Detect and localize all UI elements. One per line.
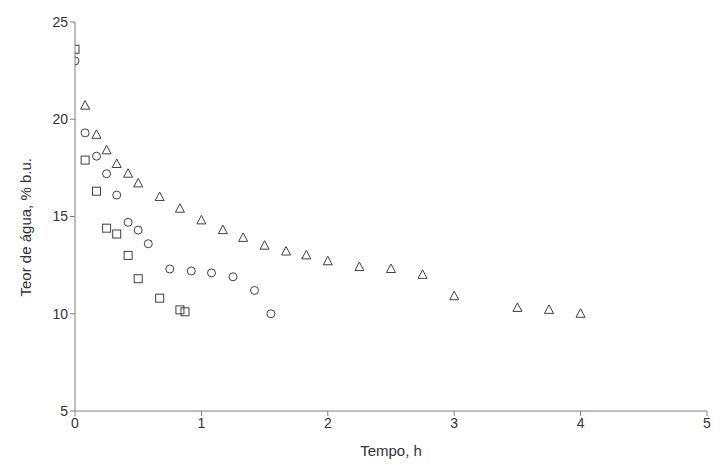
svg-text:5: 5: [703, 415, 711, 431]
svg-text:25: 25: [52, 14, 68, 30]
svg-text:Teor de água, % b.u.: Teor de água, % b.u.: [17, 158, 34, 296]
svg-text:5: 5: [60, 403, 68, 419]
svg-text:Tempo, h: Tempo, h: [360, 442, 422, 459]
svg-text:3: 3: [450, 415, 458, 431]
svg-text:10: 10: [52, 306, 68, 322]
svg-text:0: 0: [71, 415, 79, 431]
svg-text:1: 1: [198, 415, 206, 431]
svg-text:2: 2: [324, 415, 332, 431]
svg-text:20: 20: [52, 111, 68, 127]
svg-text:15: 15: [52, 208, 68, 224]
svg-text:4: 4: [577, 415, 585, 431]
